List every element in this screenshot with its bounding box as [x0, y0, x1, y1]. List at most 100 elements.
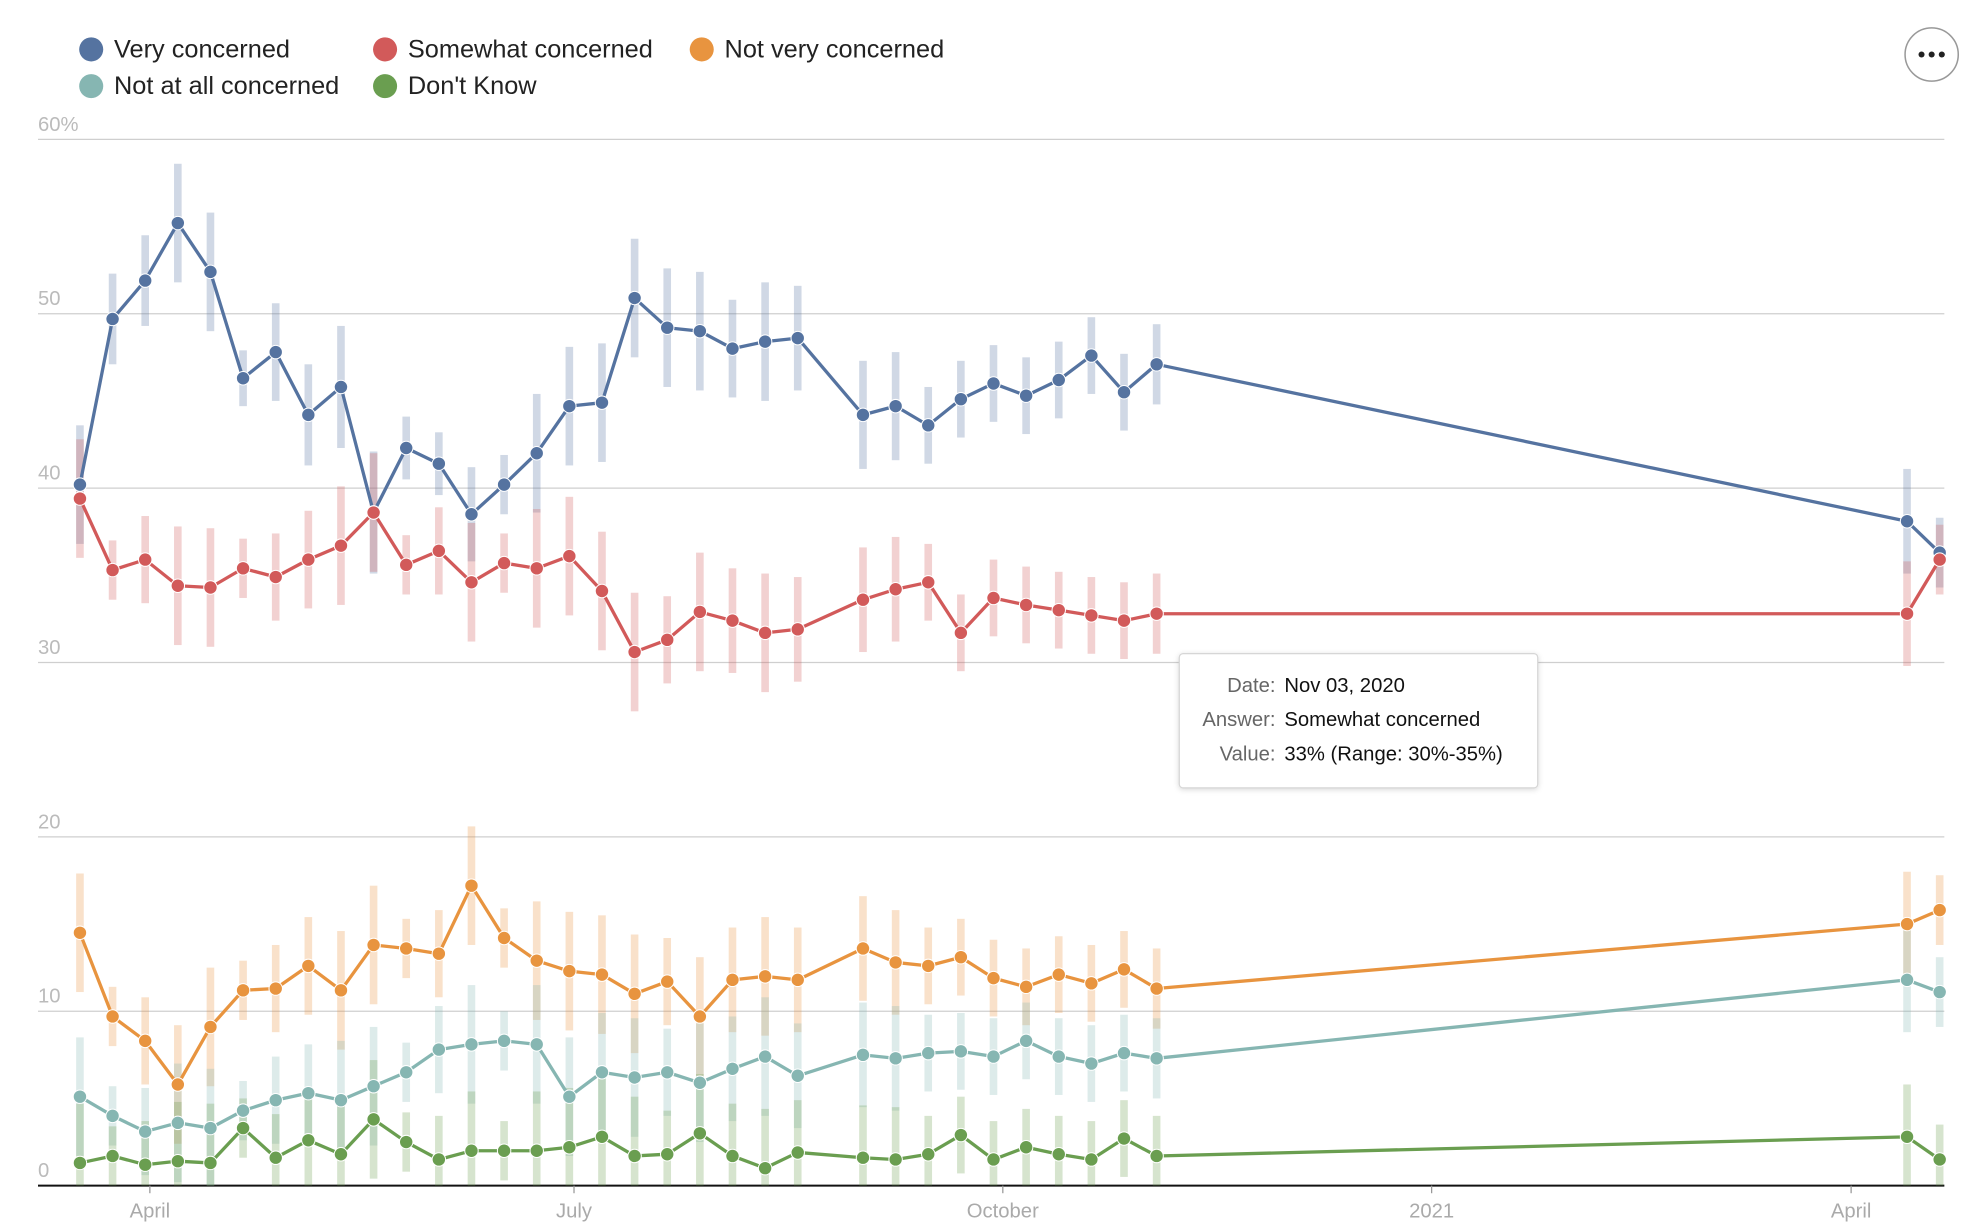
legend-swatch [689, 37, 714, 62]
point [953, 625, 969, 641]
point [72, 1155, 88, 1171]
point [72, 925, 88, 940]
point [594, 1065, 610, 1080]
point [268, 1092, 283, 1108]
point [268, 981, 283, 996]
point [725, 1061, 740, 1077]
point [692, 1009, 708, 1024]
point [398, 557, 414, 573]
point [72, 1089, 88, 1104]
point [1084, 1152, 1099, 1167]
point [431, 456, 447, 471]
point [203, 1120, 218, 1136]
point [464, 1143, 479, 1158]
error-bar [859, 1105, 867, 1186]
point [496, 1033, 512, 1049]
series-line [78, 221, 1941, 554]
point [921, 1147, 936, 1162]
error-bar [565, 1087, 574, 1186]
point [1116, 384, 1132, 400]
point [725, 1148, 740, 1164]
error-bar [141, 1121, 150, 1186]
x-tick-label: April [1831, 1201, 1872, 1223]
point [757, 334, 773, 349]
point [921, 418, 936, 433]
point [137, 552, 153, 567]
point [562, 1140, 577, 1155]
y-tick-label: 0 [38, 1160, 49, 1182]
point [235, 983, 251, 998]
point [627, 1070, 642, 1085]
point [986, 376, 1001, 391]
point [105, 1009, 120, 1024]
legend-swatch [373, 37, 398, 62]
point [1116, 962, 1132, 977]
point [1018, 1033, 1034, 1049]
point [1116, 1045, 1132, 1061]
point [170, 1077, 186, 1092]
legend-swatch [79, 74, 104, 99]
point [1149, 357, 1164, 372]
point [398, 1134, 414, 1150]
point [757, 1160, 773, 1176]
point [627, 1148, 642, 1164]
point [953, 1127, 969, 1143]
series-line [79, 978, 1941, 1134]
point [235, 1103, 251, 1118]
more-dot [1938, 51, 1945, 58]
point [888, 582, 903, 597]
point [888, 1152, 903, 1167]
legend-item: Not very concerned [689, 35, 944, 63]
point [627, 644, 642, 660]
point [757, 1049, 773, 1064]
series-line [79, 1117, 1941, 1170]
point [1932, 902, 1947, 918]
error-bar [271, 1114, 280, 1186]
point [431, 1152, 447, 1167]
error-bar [891, 1107, 900, 1186]
point [529, 561, 544, 576]
point [1051, 1147, 1066, 1162]
grid: 0 10 20 30 40 50 60% April July October 2021 April [38, 114, 1945, 1223]
point [594, 395, 610, 410]
point [725, 972, 740, 988]
point [72, 477, 88, 492]
point [170, 1153, 186, 1169]
point [1899, 1129, 1915, 1145]
point [1084, 348, 1099, 363]
error-bar [174, 1101, 182, 1186]
more-button[interactable] [1904, 27, 1960, 82]
point [1899, 514, 1915, 529]
point [790, 972, 805, 988]
point [137, 1033, 153, 1049]
legend-label: Very concerned [114, 35, 290, 63]
point [1018, 388, 1034, 403]
point [1932, 1152, 1947, 1167]
point [203, 1155, 218, 1171]
point [529, 446, 544, 461]
point [301, 1133, 316, 1148]
point [268, 344, 283, 360]
point [431, 946, 447, 961]
point [660, 974, 675, 989]
point [268, 1150, 283, 1165]
legend-item: Not at all concerned [79, 72, 339, 100]
point [1149, 1051, 1164, 1066]
point [1932, 552, 1947, 567]
point [137, 1124, 153, 1139]
point [627, 986, 642, 1002]
point [398, 1065, 414, 1080]
point [1149, 606, 1164, 621]
point [496, 1143, 512, 1158]
point [301, 407, 316, 423]
point [464, 1037, 479, 1052]
point [562, 963, 577, 979]
series-line [78, 884, 1941, 1087]
point [953, 949, 969, 965]
point [1932, 984, 1947, 1000]
point [1899, 916, 1915, 932]
point [105, 1148, 120, 1164]
legend-item: Don't Know [373, 72, 537, 100]
error-bar [761, 1108, 769, 1186]
